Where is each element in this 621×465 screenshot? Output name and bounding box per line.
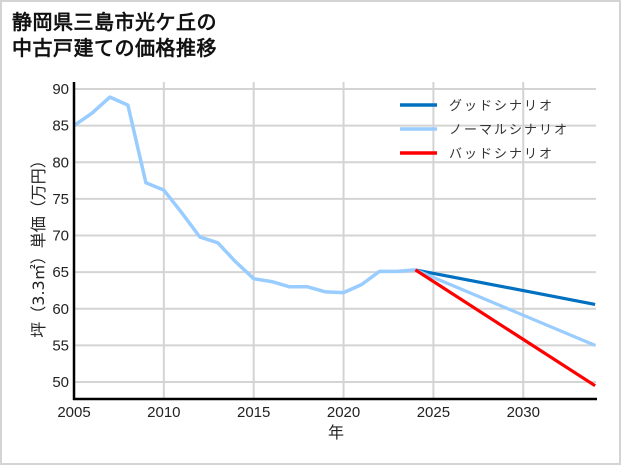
x-tick-2030: 2030 bbox=[507, 404, 540, 421]
x-tick-2005: 2005 bbox=[57, 404, 90, 421]
y-tick-labels: 90 85 80 75 70 65 60 55 50 bbox=[52, 81, 69, 391]
y-tick-55: 55 bbox=[52, 337, 69, 354]
x-axis-label: 年 bbox=[328, 423, 344, 442]
x-tick-2015: 2015 bbox=[237, 404, 270, 421]
y-tick-75: 75 bbox=[52, 191, 69, 208]
x-tick-2010: 2010 bbox=[147, 404, 180, 421]
y-tick-50: 50 bbox=[52, 374, 69, 391]
chart-title-line-2: 中古戸建ての価格推移 bbox=[12, 36, 217, 60]
series-line-historical-0 bbox=[73, 95, 416, 295]
y-tick-65: 65 bbox=[52, 264, 69, 281]
legend-label-2: バッドシナリオ bbox=[449, 147, 554, 162]
series-line-projection-2 bbox=[414, 268, 596, 347]
y-tick-85: 85 bbox=[52, 118, 69, 135]
y-tick-60: 60 bbox=[52, 301, 69, 318]
y-tick-80: 80 bbox=[52, 154, 69, 171]
x-tick-2025: 2025 bbox=[417, 404, 450, 421]
chart-title-line-1: 静岡県三島市光ケ丘の bbox=[12, 10, 217, 34]
y-tick-70: 70 bbox=[52, 228, 69, 245]
y-axis-label: 坪（3.3㎡）単価（万円） bbox=[29, 152, 48, 337]
y-tick-90: 90 bbox=[52, 81, 69, 98]
legend-label-0: グッドシナリオ bbox=[449, 99, 554, 114]
series-line-projection-1 bbox=[415, 268, 596, 306]
series-lines bbox=[73, 95, 596, 388]
axes bbox=[72, 82, 597, 401]
legend-label-1: ノーマルシナリオ bbox=[449, 123, 569, 138]
gridlines bbox=[74, 82, 596, 399]
x-tick-labels: 2005 2010 2015 2020 2025 2030 bbox=[57, 404, 540, 421]
chart-title: 静岡県三島市光ケ丘の 中古戸建ての価格推移 bbox=[12, 9, 217, 61]
series-line-projection-3 bbox=[414, 268, 596, 388]
x-tick-2020: 2020 bbox=[327, 404, 360, 421]
